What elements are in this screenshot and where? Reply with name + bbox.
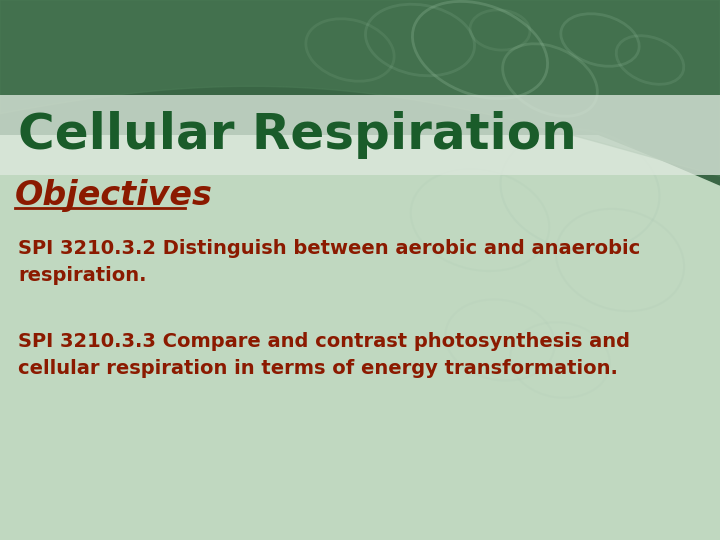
Text: SPI 3210.3.3 Compare and contrast photosynthesis and
cellular respiration in ter: SPI 3210.3.3 Compare and contrast photos… [18, 332, 630, 378]
Polygon shape [0, 0, 720, 185]
Text: Cellular Respiration: Cellular Respiration [18, 111, 577, 159]
Bar [0, 0, 720, 135]
Bar [0, 95, 720, 175]
Text: SPI 3210.3.2 Distinguish between aerobic and anaerobic
respiration.: SPI 3210.3.2 Distinguish between aerobic… [18, 239, 640, 285]
Text: Objectives: Objectives [15, 179, 213, 212]
Polygon shape [0, 0, 720, 176]
